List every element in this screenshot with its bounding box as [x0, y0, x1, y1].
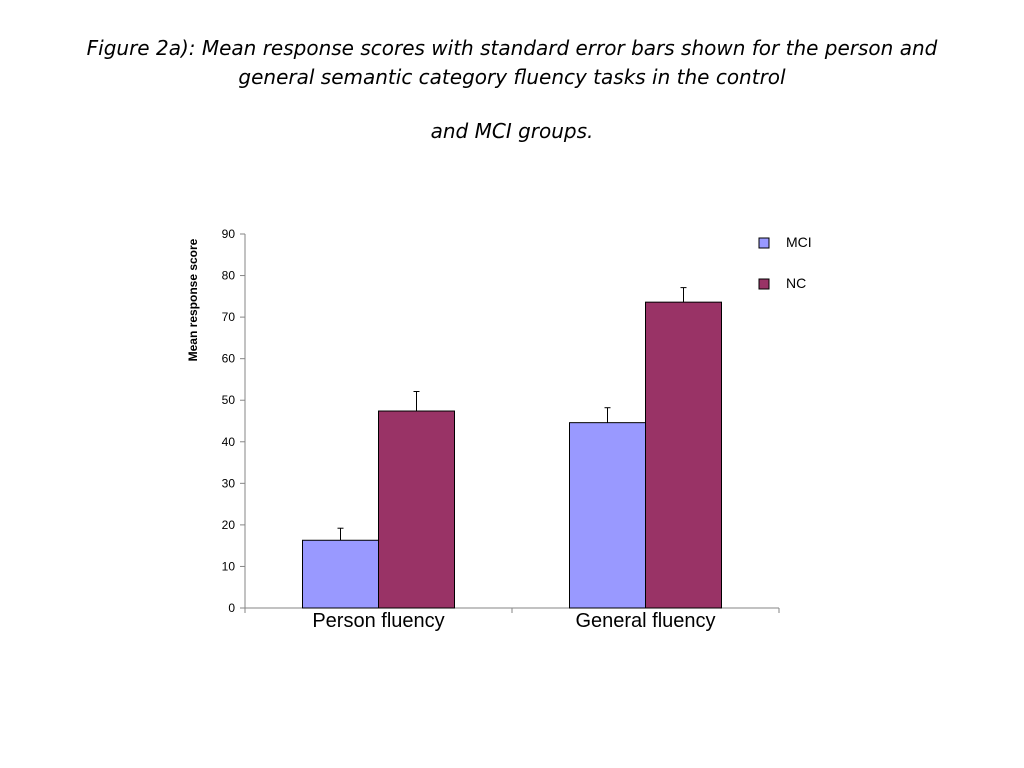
y-tick-label: 50 [222, 393, 236, 407]
y-tick-label: 20 [222, 518, 236, 532]
chart-axes: 0 10 20 30 40 50 60 70 80 90 Person fluency General… [222, 227, 780, 632]
legend-label-mci: MCI [786, 234, 812, 250]
bar-mci-2 [569, 422, 646, 609]
legend-label-nc: NC [786, 275, 806, 291]
chart-legend: MCI NC [758, 234, 812, 291]
y-tick-label: 30 [222, 476, 236, 490]
x-category-label: Person fluency [312, 610, 444, 632]
y-tick-label: 40 [222, 435, 236, 449]
caption-line-3: and MCI groups. [430, 119, 594, 143]
y-axis-label: Mean response score [186, 238, 200, 361]
y-tick-label: 70 [222, 310, 236, 324]
bar-nc-2 [645, 301, 722, 609]
bar-mci-1 [302, 539, 379, 609]
chart-bars [302, 287, 722, 609]
caption-line-2: general semantic category fluency tasks … [238, 65, 786, 89]
y-tick-label: 80 [222, 269, 236, 283]
y-tick-label: 60 [222, 352, 236, 366]
legend-swatch-mci [758, 237, 770, 249]
figure-caption: Figure 2a): Mean response scores with st… [0, 34, 1024, 146]
y-tick-label: 90 [222, 227, 236, 241]
x-category-label: General fluency [575, 610, 715, 632]
y-tick-label: 0 [228, 601, 235, 615]
bar-nc-1 [378, 410, 455, 609]
y-tick-label: 10 [222, 559, 236, 573]
caption-line-1: Figure 2a): Mean response scores with st… [86, 36, 938, 60]
legend-swatch-nc [758, 278, 770, 290]
